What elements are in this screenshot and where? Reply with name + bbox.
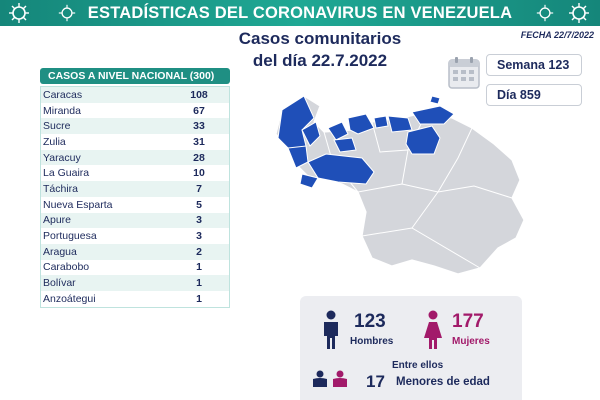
state-yaracuy — [327, 121, 349, 141]
among-label: Entre ellos — [392, 360, 444, 371]
state-name: La Guaira — [43, 167, 90, 180]
case-count: 108 — [190, 88, 208, 101]
calendar-icon — [448, 57, 480, 89]
subtitle-line-2: del día 22.7.2022 — [252, 51, 388, 70]
state-zulia-east — [301, 121, 321, 147]
virus-icon — [536, 4, 554, 22]
table-row: La Guaira 10 — [41, 165, 229, 181]
men-label: Hombres — [350, 336, 394, 347]
case-count: 67 — [193, 104, 205, 117]
table-row: Apure 3 — [41, 212, 229, 229]
case-count: 33 — [193, 120, 205, 133]
virus-icon — [58, 4, 76, 22]
case-count: 3 — [196, 214, 202, 227]
case-count: 5 — [196, 198, 202, 211]
case-count: 1 — [196, 292, 202, 305]
children-icon — [313, 370, 347, 387]
state-name: Caracas — [43, 88, 83, 101]
report-date: FECHA 22/7/2022 — [520, 30, 594, 40]
table-row: Táchira 7 — [41, 181, 229, 197]
table-row: Miranda 67 — [41, 103, 229, 119]
table-row: Aragua 2 — [41, 243, 229, 260]
state-portuguesa — [299, 173, 319, 189]
state-zulia — [277, 95, 315, 153]
venezuela-map — [275, 95, 525, 275]
state-name: Yaracuy — [43, 151, 81, 164]
virus-icon — [9, 3, 29, 23]
women-label: Mujeres — [452, 336, 490, 347]
state-apure — [307, 153, 375, 185]
state-name: Portuguesa — [43, 230, 97, 243]
man-icon — [324, 310, 338, 349]
state-sucre — [411, 105, 455, 125]
state-name: Carabobo — [43, 261, 90, 274]
case-count: 2 — [196, 245, 202, 258]
table-row: Carabobo 1 — [41, 260, 229, 276]
state-miranda — [387, 115, 413, 133]
state-carabobo — [333, 137, 357, 153]
case-count: 1 — [196, 277, 202, 290]
state-name: Apure — [43, 214, 72, 227]
state-name: Miranda — [43, 104, 81, 117]
table-row: Yaracuy 28 — [41, 149, 229, 166]
case-count: 7 — [196, 182, 202, 195]
table-row: Nueva Esparta 5 — [41, 197, 229, 213]
women-count: 177 — [452, 311, 484, 332]
state-central — [347, 113, 375, 135]
minors-label: Menores de edad — [396, 376, 490, 388]
men-count: 123 — [354, 311, 386, 332]
cases-table: Caracas 108 Miranda 67 Sucre 33 Zulia 31 Yar… — [40, 86, 230, 308]
day-box: Día 859 — [486, 84, 582, 106]
state-name: Zulia — [43, 135, 66, 148]
state-caracas — [373, 115, 389, 129]
minors-count: 17 — [366, 372, 385, 391]
state-name: Nueva Esparta — [43, 198, 113, 211]
header-banner: ESTADÍSTICAS DEL CORONAVIRUS EN VENEZUEL… — [0, 0, 600, 26]
table-header: CASOS A NIVEL NACIONAL (300) — [40, 68, 230, 84]
subtitle: Casos comunitarios del día 22.7.2022 — [220, 28, 420, 72]
woman-icon — [424, 310, 442, 349]
table-row: Bolívar 1 — [41, 275, 229, 291]
table-row: Sucre 33 — [41, 118, 229, 135]
subtitle-line-1: Casos comunitarios — [238, 29, 402, 48]
table-row: Caracas 108 — [41, 87, 229, 103]
case-count: 10 — [193, 167, 205, 180]
state-name: Aragua — [43, 245, 77, 258]
table-row: Zulia 31 — [41, 134, 229, 150]
page-title: ESTADÍSTICAS DEL CORONAVIRUS EN VENEZUEL… — [87, 3, 513, 22]
state-name: Táchira — [43, 182, 79, 195]
table-row: Portuguesa 3 — [41, 228, 229, 244]
case-count: 31 — [193, 135, 205, 148]
state-anzoategui — [405, 125, 441, 155]
case-count: 3 — [196, 230, 202, 243]
virus-icon — [569, 3, 589, 23]
state-name: Anzoátegui — [43, 292, 96, 305]
state-name: Bolívar — [43, 277, 76, 290]
week-box: Semana 123 — [486, 54, 582, 76]
state-name: Sucre — [43, 120, 71, 133]
case-count: 1 — [196, 261, 202, 274]
case-count: 28 — [193, 151, 205, 164]
state-nueva-esparta — [429, 95, 441, 105]
table-row: Anzoátegui 1 — [41, 291, 229, 307]
